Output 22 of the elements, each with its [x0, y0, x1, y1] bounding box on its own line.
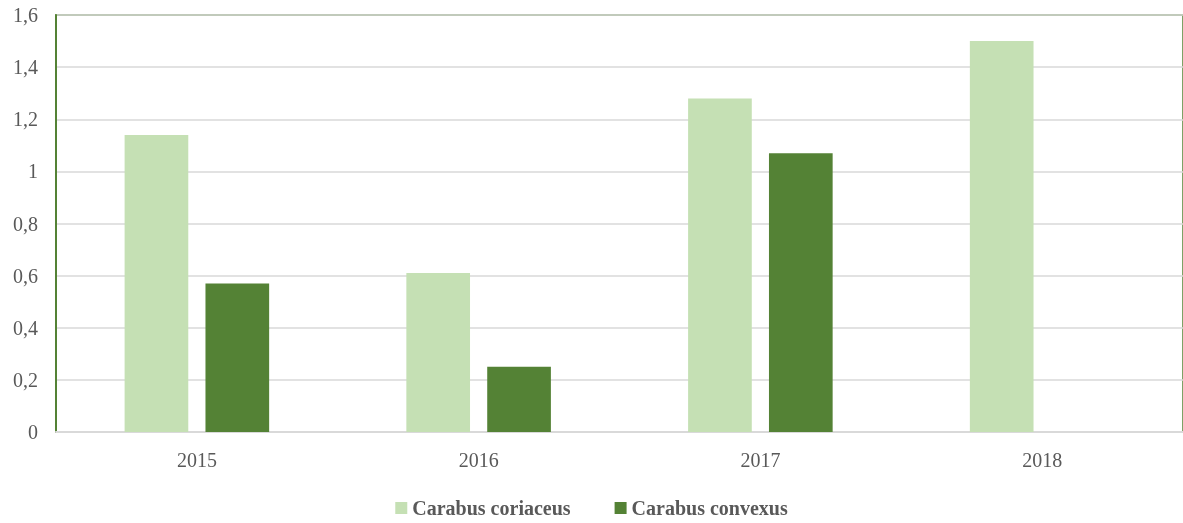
y-tick-label: 1 [28, 160, 38, 183]
bar [205, 283, 270, 432]
x-tick-label: 2017 [740, 449, 781, 471]
legend-label: Carabus coriaceus [412, 497, 571, 519]
bar [688, 98, 752, 432]
x-tick-label: 2015 [176, 449, 217, 471]
y-tick-label: 0,8 [13, 212, 38, 235]
bar [124, 134, 189, 432]
y-tick-label: 0,2 [13, 368, 38, 391]
y-tick-label: 1,4 [13, 56, 38, 79]
legend-label: Carabus convexus [631, 497, 788, 519]
bar [768, 153, 833, 432]
y-tick-label: 0,4 [13, 316, 38, 339]
x-tick-label: 2018 [1022, 449, 1063, 471]
bar [406, 273, 471, 432]
bar [487, 366, 551, 432]
y-tick-label: 1,6 [13, 4, 38, 26]
y-tick-label: 0,6 [13, 264, 38, 287]
x-tick-label: 2016 [458, 449, 499, 471]
y-tick-label: 1,2 [13, 108, 38, 131]
bar [969, 41, 1034, 432]
y-tick-label: 0 [28, 421, 38, 443]
